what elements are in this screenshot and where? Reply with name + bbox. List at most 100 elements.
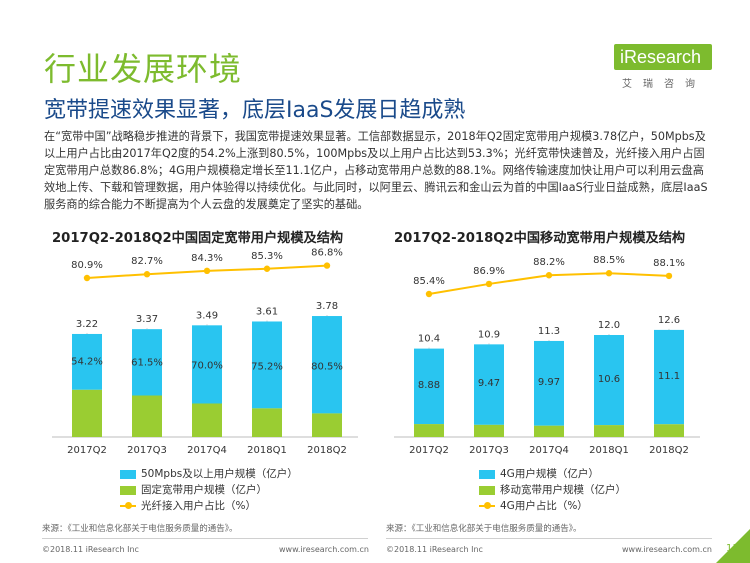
legend-item-1: 移动宽带用户规模（亿户） xyxy=(479,482,626,498)
logo-text: iResearch xyxy=(620,47,702,67)
legend-label-1: 移动宽带用户规模（亿户） xyxy=(500,484,626,496)
bar-blue-2017Q3 xyxy=(474,344,504,425)
chart-title-mobile: 2017Q2-2018Q2中国移动宽带用户规模及结构 xyxy=(394,231,686,246)
bar-green-2018Q2 xyxy=(312,413,342,437)
bar-blue-2017Q4 xyxy=(192,325,222,404)
legend-item-0: 4G用户规模（亿户） xyxy=(479,466,626,482)
total-label-2018Q1: 12.0 xyxy=(598,320,620,331)
bar-green-2017Q2 xyxy=(414,424,444,437)
line-label-2018Q2: 86.8% xyxy=(311,248,343,259)
footer-divider-left xyxy=(42,538,368,539)
logo-subtitle: 艾瑞咨询 xyxy=(622,79,706,90)
legend-item-1: 固定宽带用户规模（亿户） xyxy=(120,482,298,498)
bar-blue-2017Q4 xyxy=(534,340,564,426)
iresearch-logo: iResearch 艾瑞咨询 xyxy=(606,44,716,92)
copyright-left: ©2018.11 iResearch Inc xyxy=(42,545,139,554)
line-point-2018Q2 xyxy=(665,272,673,280)
bar-blue-2018Q2 xyxy=(312,316,342,414)
chart-title-fixed: 2017Q2-2018Q2中国固定宽带用户规模及结构 xyxy=(52,231,344,246)
site-link-right[interactable]: www.iresearch.com.cn xyxy=(622,545,712,554)
bar-blue-2018Q1 xyxy=(594,335,624,426)
bar-blue-2017Q3 xyxy=(132,329,162,396)
line-label-2018Q2: 88.1% xyxy=(653,258,685,269)
legend-swatch-2 xyxy=(120,502,136,509)
section-title: 行业发展环境 xyxy=(44,50,243,88)
inner-label-2017Q2: 8.88 xyxy=(418,380,440,391)
line-point-2017Q3 xyxy=(143,271,151,278)
line-point-2018Q2 xyxy=(323,262,331,269)
total-label-2017Q3: 3.37 xyxy=(136,314,158,325)
legend-item-0: 50Mpbs及以上用户规模（亿户） xyxy=(120,466,298,482)
total-label-2017Q2: 3.22 xyxy=(76,319,98,330)
footer-divider-right xyxy=(386,538,712,539)
inner-label-2018Q1: 75.2% xyxy=(251,361,283,372)
legend-swatch-1 xyxy=(479,485,495,495)
line-point-2017Q3 xyxy=(485,280,493,288)
legend-swatch-0 xyxy=(120,469,136,479)
inner-label-2018Q2: 80.5% xyxy=(311,362,343,373)
inner-label-2017Q2: 54.2% xyxy=(71,357,103,368)
mobile-broadband-chart: 10.4 8.88 2017Q2 10.9 9.47 2017Q3 11.3 9.97 2017… xyxy=(394,255,700,456)
category-label-2017Q4: 2017Q4 xyxy=(529,445,569,456)
legend-item-2: 4G用户占比（%） xyxy=(479,498,626,514)
corner-decoration xyxy=(716,529,750,563)
total-label-2017Q2: 10.4 xyxy=(418,334,440,345)
legend-label-1: 固定宽带用户规模（亿户） xyxy=(141,484,267,496)
line-label-2017Q4: 88.2% xyxy=(533,257,565,268)
category-label-2017Q2: 2017Q2 xyxy=(409,445,449,456)
category-label-2017Q3: 2017Q3 xyxy=(127,445,167,456)
bar-green-2017Q4 xyxy=(534,425,564,437)
inner-label-2017Q4: 9.97 xyxy=(538,377,560,388)
source-right: 来源：《工业和信息化部关于电信服务质量的通告》。 xyxy=(386,524,582,534)
line-label-2017Q3: 86.9% xyxy=(473,266,505,277)
bar-blue-2017Q2 xyxy=(72,333,102,390)
bar-green-2017Q3 xyxy=(474,424,504,437)
legend-label-2: 4G用户占比（%） xyxy=(500,500,588,512)
category-label-2018Q1: 2018Q1 xyxy=(589,445,629,456)
total-label-2018Q1: 3.61 xyxy=(256,306,278,317)
category-label-2017Q3: 2017Q3 xyxy=(469,445,509,456)
line-point-2017Q4 xyxy=(203,267,211,275)
line-label-2017Q2: 80.9% xyxy=(71,260,103,271)
line-point-2017Q2 xyxy=(83,274,91,282)
line-point-2018Q1 xyxy=(263,265,271,272)
category-label-2017Q4: 2017Q4 xyxy=(187,445,227,456)
legend-mobile: 4G用户规模（亿户） 移动宽带用户规模（亿户） 4G用户占比（%） xyxy=(479,466,626,514)
page-number: 11 xyxy=(726,543,739,554)
bar-green-2018Q2 xyxy=(654,424,684,437)
line-point-2017Q2 xyxy=(425,290,433,298)
site-link-left[interactable]: www.iresearch.com.cn xyxy=(279,545,369,554)
legend-label-2: 光纤接入用户占比（%） xyxy=(141,500,256,512)
inner-label-2017Q3: 9.47 xyxy=(478,378,500,389)
bar-blue-2018Q2 xyxy=(654,329,684,425)
total-label-2018Q2: 12.6 xyxy=(658,315,680,326)
total-label-2018Q2: 3.78 xyxy=(316,301,338,312)
bar-green-2018Q1 xyxy=(594,425,624,437)
inner-label-2017Q3: 61.5% xyxy=(131,358,163,369)
category-label-2018Q1: 2018Q1 xyxy=(247,445,287,456)
bar-green-2017Q2 xyxy=(72,389,102,437)
legend-swatch-0 xyxy=(479,469,495,479)
bar-green-2018Q1 xyxy=(252,408,282,437)
line-label-2018Q1: 88.5% xyxy=(593,255,625,266)
category-label-2018Q2: 2018Q2 xyxy=(307,445,347,456)
line-point-2018Q1 xyxy=(605,270,613,277)
legend-label-0: 50Mpbs及以上用户规模（亿户） xyxy=(141,468,298,480)
inner-label-2017Q4: 70.0% xyxy=(191,360,223,371)
source-left: 来源：《工业和信息化部关于电信服务质量的通告》。 xyxy=(42,524,238,534)
inner-label-2018Q1: 10.6 xyxy=(598,374,620,385)
slide-title: 宽带提速效果显著，底层IaaS发展日趋成熟 xyxy=(44,98,466,123)
line-label-2017Q3: 82.7% xyxy=(131,256,163,267)
legend-label-0: 4G用户规模（亿户） xyxy=(500,468,599,480)
bar-green-2017Q4 xyxy=(192,403,222,437)
total-label-2017Q4: 3.49 xyxy=(196,310,218,321)
line-point-2017Q4 xyxy=(545,272,553,279)
legend-item-2: 光纤接入用户占比（%） xyxy=(120,498,298,514)
total-label-2017Q4: 11.3 xyxy=(538,326,560,337)
category-label-2017Q2: 2017Q2 xyxy=(67,445,107,456)
inner-label-2018Q2: 11.1 xyxy=(658,371,680,382)
legend-swatch-1 xyxy=(120,485,136,495)
copyright-right: ©2018.11 iResearch Inc xyxy=(386,545,483,554)
fixed-broadband-chart: 3.22 54.2% 2017Q2 3.37 61.5% 2017Q3 3.49 70.0% 2… xyxy=(52,248,358,456)
legend-swatch-2 xyxy=(479,502,495,509)
